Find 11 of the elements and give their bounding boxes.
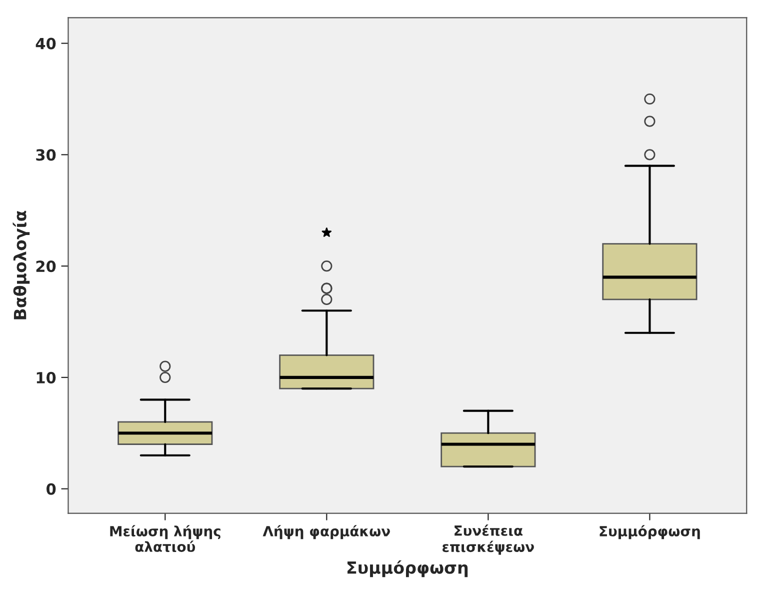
y-tick-label: 10 [36, 372, 56, 384]
y-tick-label: 0 [46, 483, 56, 495]
x-tick-label: Λήψη φαρμάκων [262, 525, 390, 540]
x-axis-title: Συμμόρφωση [348, 560, 468, 578]
x-tick-label: Συνέπεια επισκέψεων [442, 524, 534, 555]
x-tick-label: Μείωση λήψης αλατιού [110, 525, 220, 552]
y-axis-title: Βαθμολογία [12, 210, 30, 320]
y-tick-label: 40 [36, 38, 56, 50]
y-tick-label: 20 [36, 260, 56, 272]
y-tick-label: 30 [36, 149, 56, 161]
x-tick-label: Συμμόρφωση [600, 525, 700, 540]
